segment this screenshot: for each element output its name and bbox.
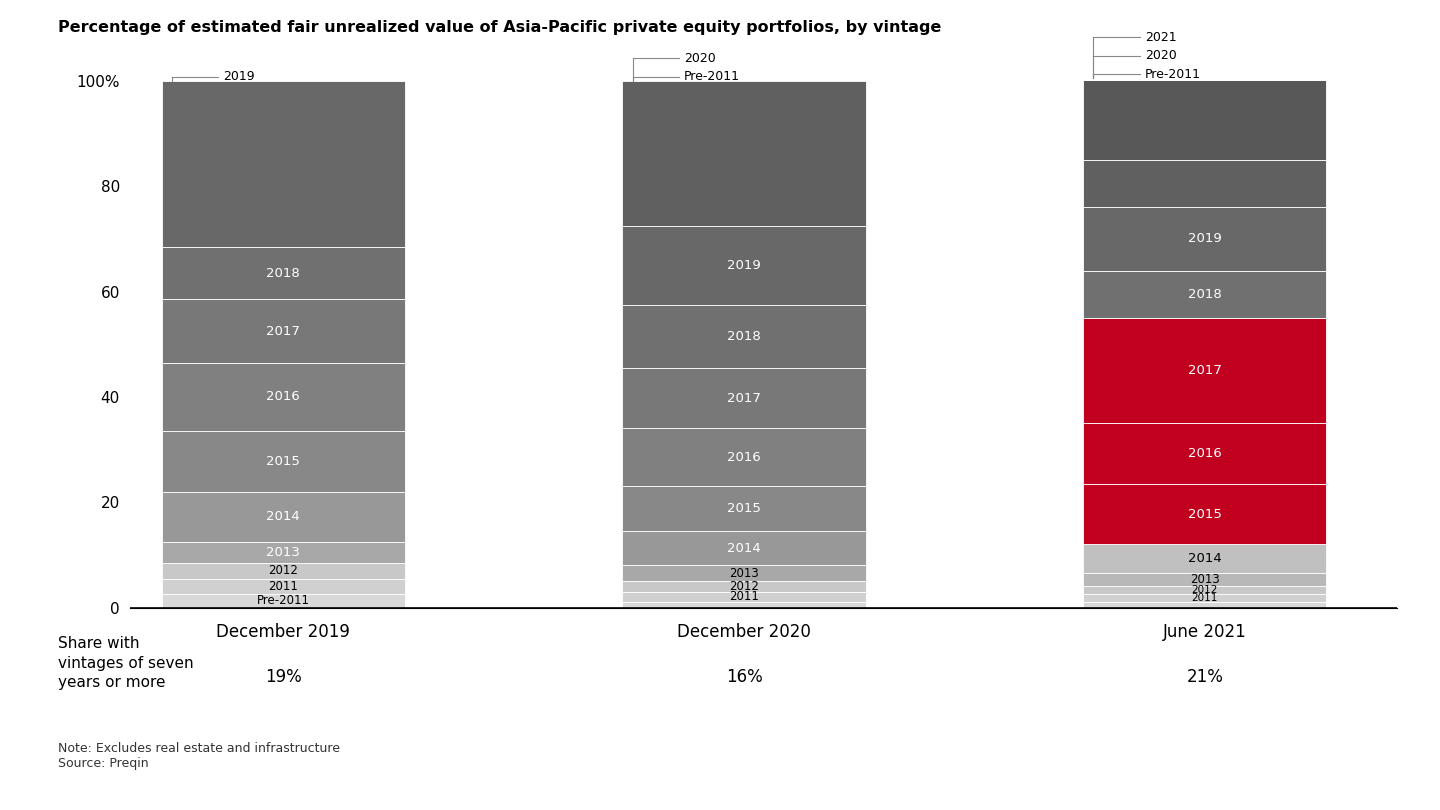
Bar bbox=[161, 81, 405, 247]
Text: 2011: 2011 bbox=[268, 580, 298, 593]
Text: 2012: 2012 bbox=[1192, 586, 1218, 595]
Text: 19%: 19% bbox=[265, 668, 301, 686]
Bar bbox=[1083, 544, 1326, 573]
Bar bbox=[622, 81, 865, 226]
Text: 2019: 2019 bbox=[223, 70, 255, 83]
Text: 16%: 16% bbox=[726, 668, 762, 686]
Bar bbox=[1083, 573, 1326, 586]
Bar bbox=[622, 591, 865, 603]
Text: 2018: 2018 bbox=[727, 330, 760, 343]
Text: 2016: 2016 bbox=[266, 390, 300, 403]
Text: 2013: 2013 bbox=[1189, 573, 1220, 586]
Text: 2011: 2011 bbox=[729, 590, 759, 603]
Text: 2015: 2015 bbox=[266, 455, 300, 468]
Bar bbox=[161, 300, 405, 363]
Bar bbox=[622, 603, 865, 608]
Text: 2016: 2016 bbox=[1188, 447, 1221, 460]
Text: 2017: 2017 bbox=[727, 392, 760, 405]
Bar bbox=[161, 363, 405, 431]
Bar bbox=[1083, 595, 1326, 603]
Text: 2018: 2018 bbox=[266, 266, 300, 279]
Text: 2013: 2013 bbox=[729, 567, 759, 580]
Text: 2020: 2020 bbox=[1145, 49, 1176, 62]
Text: Pre-2011: Pre-2011 bbox=[256, 595, 310, 608]
Bar bbox=[161, 247, 405, 300]
Text: 2016: 2016 bbox=[727, 451, 760, 464]
Text: 21%: 21% bbox=[1187, 668, 1223, 686]
Text: 2011: 2011 bbox=[1192, 593, 1218, 603]
Text: 2014: 2014 bbox=[266, 510, 300, 523]
Text: 2015: 2015 bbox=[1188, 508, 1221, 521]
Text: 2019: 2019 bbox=[1188, 232, 1221, 245]
Text: 2020: 2020 bbox=[684, 52, 716, 65]
Bar bbox=[161, 492, 405, 542]
Text: 2019: 2019 bbox=[727, 258, 760, 272]
Bar bbox=[1083, 423, 1326, 484]
Bar bbox=[622, 582, 865, 591]
Bar bbox=[1083, 586, 1326, 595]
Text: 2013: 2013 bbox=[266, 546, 300, 559]
Bar bbox=[622, 226, 865, 305]
Bar bbox=[1083, 79, 1326, 160]
Text: 2017: 2017 bbox=[1188, 364, 1221, 377]
Text: 2017: 2017 bbox=[266, 325, 300, 338]
Bar bbox=[622, 565, 865, 582]
Text: Pre-2011: Pre-2011 bbox=[684, 70, 740, 83]
Text: 2014: 2014 bbox=[727, 542, 760, 555]
Text: Note: Excludes real estate and infrastructure
Source: Preqin: Note: Excludes real estate and infrastru… bbox=[58, 741, 340, 769]
Bar bbox=[622, 368, 865, 428]
Bar bbox=[1083, 603, 1326, 608]
Text: Percentage of estimated fair unrealized value of Asia-Pacific private equity por: Percentage of estimated fair unrealized … bbox=[58, 20, 940, 36]
Text: 2018: 2018 bbox=[1188, 288, 1221, 301]
Bar bbox=[161, 431, 405, 492]
Bar bbox=[1083, 207, 1326, 271]
Bar bbox=[1083, 318, 1326, 423]
Bar bbox=[1083, 160, 1326, 207]
Text: 2012: 2012 bbox=[729, 580, 759, 593]
Bar bbox=[622, 305, 865, 368]
Text: 2012: 2012 bbox=[268, 564, 298, 578]
Bar bbox=[1083, 271, 1326, 318]
Bar bbox=[622, 428, 865, 486]
Text: 2021: 2021 bbox=[1145, 31, 1176, 44]
Bar bbox=[161, 578, 405, 595]
Text: 2015: 2015 bbox=[727, 502, 760, 515]
Bar bbox=[1083, 484, 1326, 544]
Text: Pre-2011: Pre-2011 bbox=[1145, 68, 1201, 81]
Bar bbox=[161, 542, 405, 563]
Bar bbox=[622, 531, 865, 565]
Text: Share with
vintages of seven
years or more: Share with vintages of seven years or mo… bbox=[58, 636, 193, 690]
Bar bbox=[161, 563, 405, 578]
Bar bbox=[161, 595, 405, 608]
Bar bbox=[622, 486, 865, 531]
Text: 2014: 2014 bbox=[1188, 552, 1221, 565]
